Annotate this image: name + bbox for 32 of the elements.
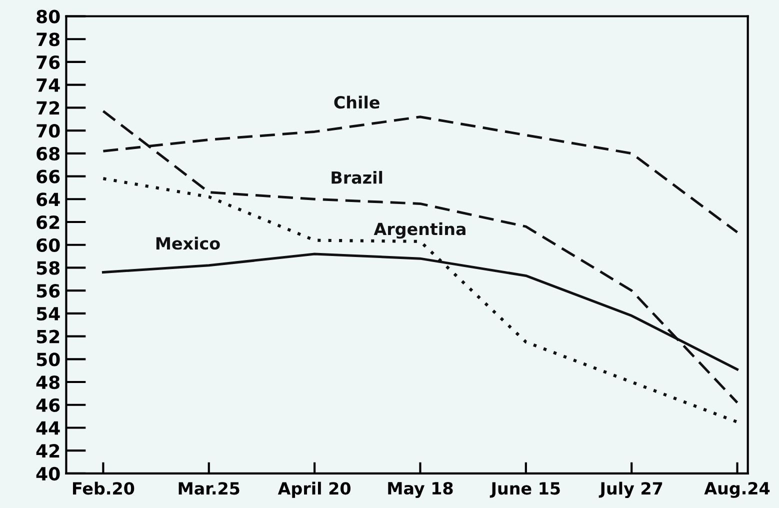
x-tick-label: July 27 bbox=[598, 482, 662, 498]
y-tick-label: 58 bbox=[36, 261, 60, 275]
y-tick-label: 50 bbox=[36, 352, 60, 366]
y-tick-label: 60 bbox=[36, 238, 60, 252]
y-tick-label: 74 bbox=[36, 78, 60, 92]
y-tick-label: 78 bbox=[36, 32, 60, 46]
y-tick-label: 40 bbox=[36, 466, 60, 481]
y-tick-label: 52 bbox=[36, 330, 60, 344]
x-tick-label: May 18 bbox=[388, 482, 453, 498]
y-tick-label: 48 bbox=[36, 375, 60, 390]
y-tick-label: 46 bbox=[36, 398, 60, 412]
y-tick-label: 66 bbox=[36, 170, 60, 184]
series-label: Mexico bbox=[156, 236, 220, 250]
x-tick-label: Mar.25 bbox=[178, 482, 240, 495]
y-tick-label: 70 bbox=[36, 124, 60, 138]
series-label: Chile bbox=[334, 96, 380, 109]
y-tick-label: 62 bbox=[36, 215, 60, 230]
y-tick-label: 56 bbox=[36, 284, 60, 298]
y-tick-label: 76 bbox=[36, 55, 60, 70]
series-label: Argentina bbox=[374, 222, 466, 239]
x-tick-label: Feb.20 bbox=[72, 482, 134, 495]
y-tick-label: 54 bbox=[36, 307, 60, 321]
y-tick-label: 44 bbox=[36, 421, 60, 435]
y-tick-label: 72 bbox=[36, 101, 60, 115]
y-tick-label: 42 bbox=[36, 444, 60, 458]
x-tick-label: June 15 bbox=[490, 482, 560, 498]
x-tick-label: April 20 bbox=[278, 482, 350, 498]
y-tick-label: 64 bbox=[36, 192, 60, 206]
y-tick-label: 80 bbox=[36, 10, 60, 24]
series-label: Brazil bbox=[332, 170, 382, 184]
x-tick-label: Aug.24 bbox=[704, 482, 770, 498]
y-tick-label: 68 bbox=[36, 146, 60, 161]
